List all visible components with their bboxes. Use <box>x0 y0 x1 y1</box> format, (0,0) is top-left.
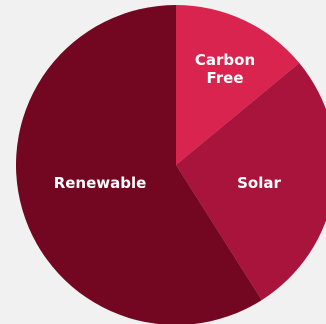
slice-label-carbon-free: Carbon Free <box>195 51 255 87</box>
slice-label-solar: Solar <box>237 174 281 192</box>
pie-slice-solar <box>176 63 326 301</box>
pie-slices <box>16 5 326 324</box>
pie-slice-carbon-free <box>176 5 300 165</box>
pie-labels: Carbon Free Solar Renewable <box>54 51 282 192</box>
slice-label-renewable: Renewable <box>54 174 147 192</box>
pie-slice-renewable <box>16 5 262 324</box>
